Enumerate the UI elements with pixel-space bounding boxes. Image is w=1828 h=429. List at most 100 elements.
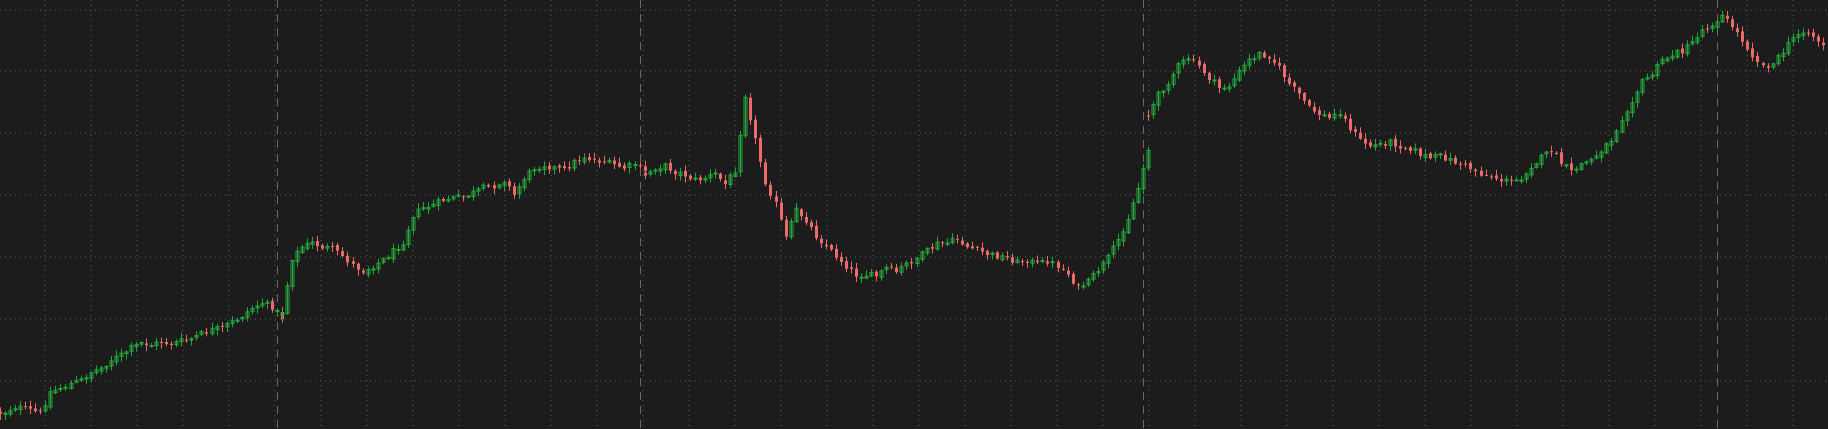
candle xyxy=(436,196,441,211)
candle-body xyxy=(290,259,295,287)
candle xyxy=(1208,71,1211,84)
candle xyxy=(738,130,743,177)
candle xyxy=(199,329,204,337)
candle xyxy=(1510,175,1513,186)
candle xyxy=(1485,169,1488,177)
candle-body xyxy=(1086,278,1091,286)
candle-body xyxy=(1227,86,1232,90)
candle xyxy=(285,281,290,315)
candle-body xyxy=(1121,231,1126,242)
candle xyxy=(1594,150,1599,160)
candle-body xyxy=(1106,254,1111,264)
candle-body xyxy=(1529,167,1534,176)
candle-body xyxy=(1091,273,1096,280)
candle-body xyxy=(366,269,371,275)
candle xyxy=(215,323,220,336)
candle-body xyxy=(1298,87,1301,94)
candle xyxy=(1604,142,1609,155)
candle xyxy=(1147,109,1150,121)
candle xyxy=(189,337,194,346)
candle-body xyxy=(1589,158,1594,163)
candle-body xyxy=(1404,147,1407,149)
candle xyxy=(981,242,984,256)
candle-body xyxy=(426,206,431,210)
candle-body xyxy=(1303,92,1306,101)
candle-body xyxy=(1212,79,1217,82)
candle-body xyxy=(1464,163,1467,165)
candle xyxy=(875,270,878,282)
candle xyxy=(1555,151,1558,155)
candle xyxy=(1288,73,1291,86)
candle-body xyxy=(1767,65,1770,68)
candle-body xyxy=(280,312,285,316)
candle xyxy=(719,172,722,182)
candle-body xyxy=(145,343,148,346)
candle-body xyxy=(684,170,687,177)
candle-body xyxy=(990,252,995,255)
candle xyxy=(1620,115,1625,134)
candle-body xyxy=(160,341,163,344)
candle xyxy=(517,182,522,199)
candle-body xyxy=(1147,115,1150,117)
candle xyxy=(119,348,124,362)
candle-body xyxy=(996,252,999,259)
candle xyxy=(623,162,626,172)
candle-body xyxy=(1695,37,1700,43)
candle xyxy=(466,195,471,199)
candle xyxy=(1776,53,1781,67)
candle xyxy=(221,321,224,333)
candle xyxy=(391,243,396,263)
candle-body xyxy=(899,266,904,273)
candle xyxy=(1141,163,1146,195)
candle-body xyxy=(910,261,913,264)
candle-body xyxy=(174,341,179,346)
candle-body xyxy=(1394,138,1397,147)
candle-body xyxy=(1198,60,1201,66)
candle xyxy=(1459,161,1462,170)
candle-body xyxy=(884,266,889,271)
candle xyxy=(43,401,48,413)
candle-body xyxy=(1726,15,1729,19)
candle xyxy=(548,161,551,174)
candle xyxy=(815,220,818,241)
candle xyxy=(743,94,748,139)
candle-body xyxy=(780,202,783,220)
candle-body xyxy=(1288,77,1291,84)
candle xyxy=(275,308,280,317)
candle-body xyxy=(775,196,778,202)
candle xyxy=(481,182,486,192)
candle-body xyxy=(215,326,220,330)
candle-body xyxy=(139,341,144,345)
candle xyxy=(1077,282,1080,291)
candle-body xyxy=(935,241,940,250)
candle xyxy=(1720,10,1725,24)
candle-body xyxy=(471,190,476,198)
candle-body xyxy=(13,408,18,411)
candle-body xyxy=(749,97,752,121)
candle-body xyxy=(1067,270,1070,275)
candle xyxy=(1609,137,1614,151)
candle xyxy=(966,242,969,249)
candle-body xyxy=(950,237,955,244)
candle-body xyxy=(850,267,853,269)
candle-body xyxy=(1181,59,1186,65)
candle xyxy=(129,342,134,357)
candle-body xyxy=(1146,149,1151,169)
candle-body xyxy=(1011,257,1014,263)
candle xyxy=(1675,48,1680,59)
candle-body xyxy=(825,244,828,247)
candle-body xyxy=(1136,187,1141,203)
candle-body xyxy=(1433,153,1438,158)
candle xyxy=(1480,166,1483,177)
candle-body xyxy=(1257,52,1262,59)
candle-body xyxy=(154,341,159,347)
candle-body xyxy=(1448,157,1453,161)
candle xyxy=(607,157,612,164)
candle-body xyxy=(442,198,445,201)
candle-body xyxy=(925,247,930,254)
candle xyxy=(1665,56,1670,63)
candle-body xyxy=(527,170,532,181)
candle-body xyxy=(240,317,245,320)
candle-body xyxy=(1349,118,1352,131)
